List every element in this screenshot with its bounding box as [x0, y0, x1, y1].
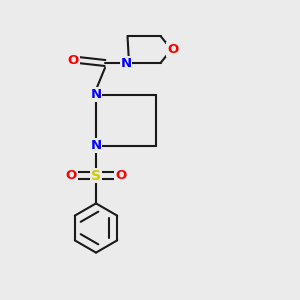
- Text: O: O: [115, 169, 126, 182]
- Text: O: O: [66, 169, 77, 182]
- Text: N: N: [120, 56, 132, 70]
- Text: N: N: [90, 139, 102, 152]
- Text: S: S: [91, 169, 101, 182]
- Text: O: O: [68, 53, 79, 67]
- Text: N: N: [90, 88, 102, 101]
- Text: O: O: [167, 43, 178, 56]
